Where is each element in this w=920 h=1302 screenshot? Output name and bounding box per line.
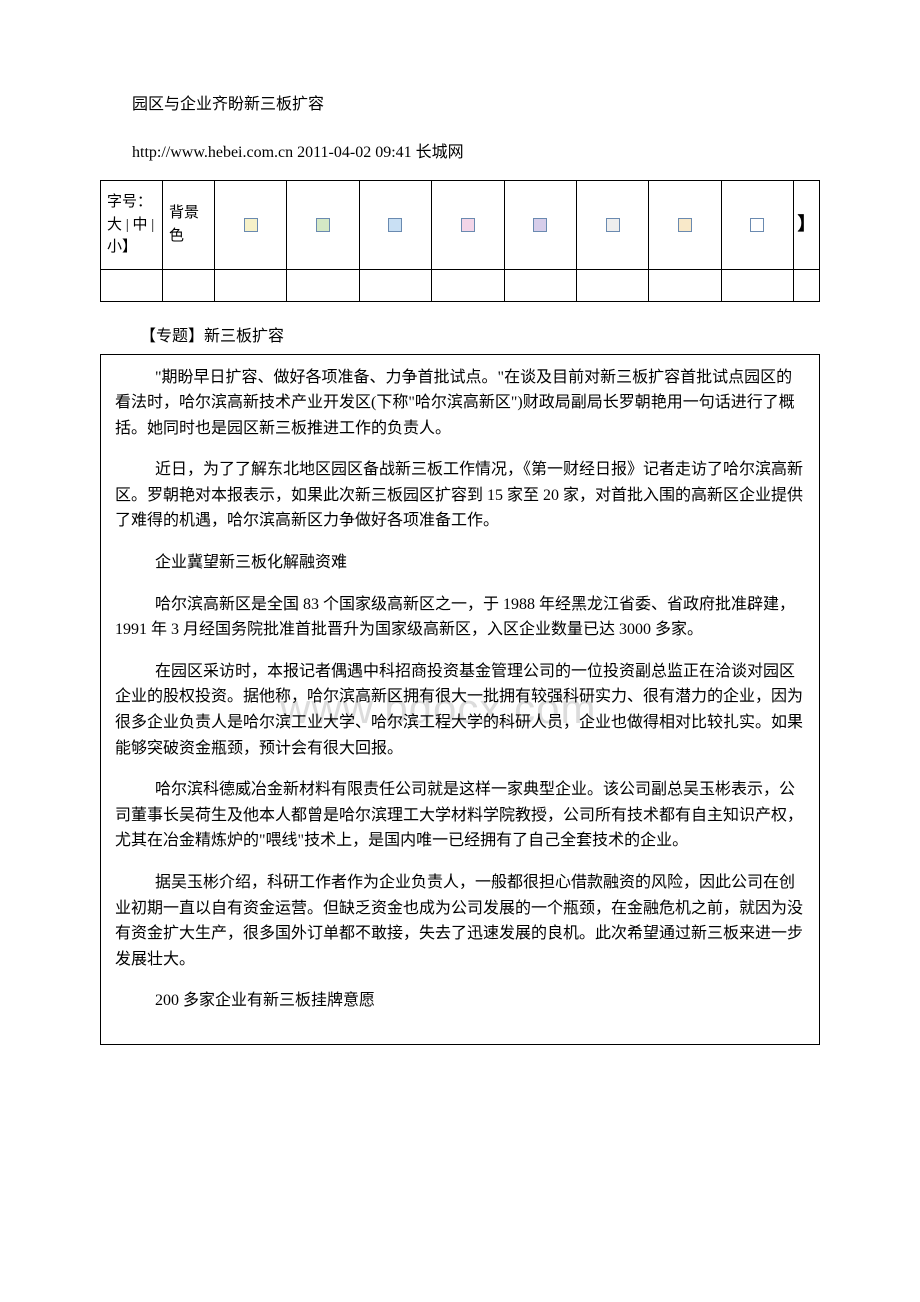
page-content: www.bdocx.com 园区与企业齐盼新三板扩容 http://www.he… [100,90,820,1045]
empty-cell [504,269,576,301]
swatch-icon [606,218,620,232]
bg-label-cell: 背景色 [163,181,215,270]
article-body-box: "期盼早日扩容、做好各项准备、力争首批试点。"在谈及目前对新三板扩容首批试点园区… [100,354,820,1045]
bg-swatch-4[interactable] [504,181,576,270]
bg-swatch-7[interactable] [721,181,793,270]
bg-swatch-6[interactable] [649,181,721,270]
paragraph: 哈尔滨科德威冶金新材料有限责任公司就是这样一家典型企业。该公司副总吴玉彬表示，公… [115,777,805,854]
empty-cell [163,269,215,301]
swatch-icon [533,218,547,232]
paragraph: "期盼早日扩容、做好各项准备、力争首批试点。"在谈及目前对新三板扩容首批试点园区… [115,365,805,442]
empty-cell [721,269,793,301]
empty-cell [359,269,431,301]
bg-swatch-2[interactable] [359,181,431,270]
subheading: 企业冀望新三板化解融资难 [115,550,805,576]
empty-cell [287,269,359,301]
font-size-cell[interactable]: 字号：大 | 中 | 小】 [101,181,163,270]
subheading: 200 多家企业有新三板挂牌意愿 [115,988,805,1014]
empty-cell [215,269,287,301]
swatch-icon [316,218,330,232]
paragraph: 据吴玉彬介绍，科研工作者作为企业负责人，一般都很担心借款融资的风险，因此公司在创… [115,870,805,972]
article-title: 园区与企业齐盼新三板扩容 [100,90,820,114]
swatch-icon [750,218,764,232]
empty-cell [432,269,504,301]
empty-cell [794,269,820,301]
swatch-icon [461,218,475,232]
bg-swatch-5[interactable] [576,181,648,270]
end-bracket-cell: 】 [794,181,820,270]
paragraph: 哈尔滨高新区是全国 83 个国家级高新区之一，于 1988 年经黑龙江省委、省政… [115,592,805,643]
bracket-icon: 】 [798,214,816,234]
bg-swatch-3[interactable] [432,181,504,270]
bg-swatch-1[interactable] [287,181,359,270]
bg-swatch-0[interactable] [215,181,287,270]
swatch-icon [244,218,258,232]
source-line: http://www.hebei.com.cn 2011-04-02 09:41… [100,138,820,162]
controls-row-2 [101,269,820,301]
paragraph: 在园区采访时，本报记者偶遇中科招商投资基金管理公司的一位投资副总监正在洽谈对园区… [115,659,805,761]
swatch-icon [678,218,692,232]
section-label: 【专题】新三板扩容 [100,322,820,346]
paragraph: 近日，为了了解东北地区园区备战新三板工作情况，《第一财经日报》记者走访了哈尔滨高… [115,457,805,534]
empty-cell [576,269,648,301]
empty-cell [649,269,721,301]
swatch-icon [388,218,402,232]
empty-cell [101,269,163,301]
controls-table: 字号：大 | 中 | 小】 背景色 】 [100,180,820,302]
controls-row-1: 字号：大 | 中 | 小】 背景色 】 [101,181,820,270]
